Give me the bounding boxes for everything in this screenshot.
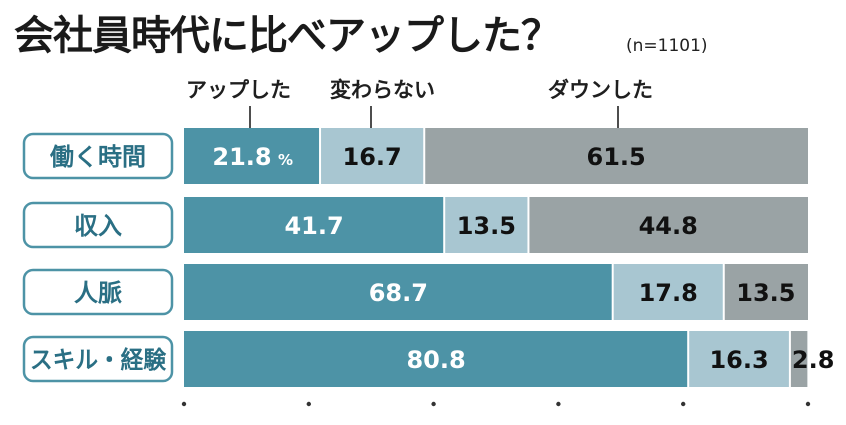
axis-tick-dot: [805, 401, 811, 407]
category-label-box: [22, 268, 174, 316]
data-label: 13.5: [736, 279, 795, 307]
bar-segment-up: [184, 331, 689, 387]
data-label: 17.8: [639, 279, 698, 307]
bar-segment-up: [184, 197, 445, 253]
category-label-box: [22, 132, 174, 180]
bar-segment-up: [184, 128, 321, 184]
data-label: 61.5: [587, 143, 646, 171]
legend-label-down: ダウンした: [548, 78, 653, 102]
chart-title: 会社員時代に比べアップした？: [14, 13, 561, 59]
bar-segment-down: [528, 197, 808, 253]
axis-tick-dot: [306, 401, 311, 407]
data-label: 21.8: [212, 143, 271, 171]
data-label: 2.8: [792, 346, 835, 374]
bar-segment-same: [444, 197, 529, 253]
legend-label-same: 変わらない: [330, 78, 435, 102]
axis-tick-dot: [431, 401, 436, 407]
data-label: 13.5: [457, 212, 516, 240]
data-label: 44.8: [639, 212, 698, 240]
category-label: 働く時間: [49, 143, 146, 171]
category-label: スキル・経験: [30, 346, 167, 374]
category-label: 収入: [74, 212, 122, 240]
category-label: 人脈: [74, 279, 122, 307]
axis-tick-dot: [556, 401, 561, 407]
category-label-box: [22, 201, 174, 249]
bar-segment-same: [320, 128, 425, 184]
legend-label-up: アップした: [186, 78, 291, 102]
data-label: 80.8: [406, 346, 465, 374]
bar-segment-up: [184, 264, 613, 320]
axis-tick-dot: [181, 401, 187, 407]
data-label: 16.7: [343, 143, 402, 171]
axis-tick-dot: [681, 401, 686, 407]
bar-segment-down: [723, 264, 808, 320]
category-label-box: [22, 335, 174, 383]
bar-segment-down: [789, 331, 808, 387]
percent-unit-label: %: [278, 151, 293, 169]
bar-segment-same: [612, 264, 724, 320]
data-label: 41.7: [284, 212, 343, 240]
data-label: 16.3: [709, 346, 768, 374]
bar-segment-down: [424, 128, 808, 184]
sample-size-label: (n=1101): [626, 36, 708, 56]
data-label: 68.7: [369, 279, 428, 307]
bar-segment-same: [688, 331, 790, 387]
